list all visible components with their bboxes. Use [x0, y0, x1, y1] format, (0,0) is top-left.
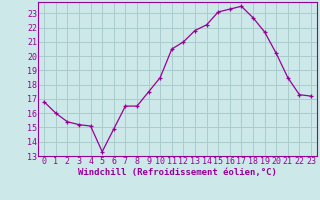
X-axis label: Windchill (Refroidissement éolien,°C): Windchill (Refroidissement éolien,°C)	[78, 168, 277, 177]
